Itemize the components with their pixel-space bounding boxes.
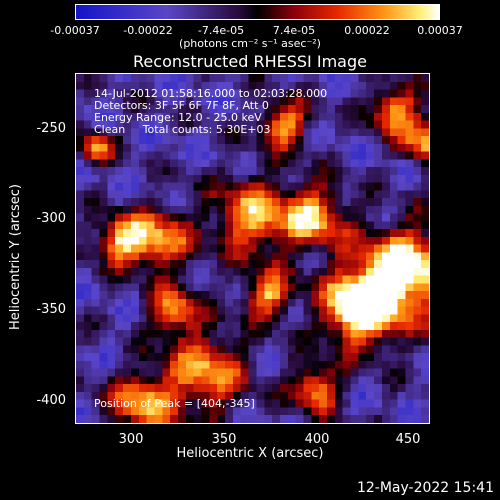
x-tick-label: 400: [304, 432, 330, 447]
colorbar-tick: -7.4e-05: [197, 24, 245, 37]
colorbar-tick: 7.4e-05: [272, 24, 316, 37]
colorbar-tick: 0.00037: [417, 24, 463, 37]
y-tick-label: -300: [36, 211, 66, 226]
colorbar-tick: 0.00022: [344, 24, 390, 37]
colorbar-units: (photons cm⁻² s⁻¹ asec⁻²): [179, 37, 321, 50]
overlay-peak-position: Position of Peak = [404,-345]: [94, 397, 255, 410]
y-tick-label: -350: [36, 302, 66, 317]
footer-timestamp: 12-May-2022 15:41: [356, 480, 494, 496]
heatmap-plot: 14-Jul-2012 01:58:16.000 to 02:03:28.000…: [75, 73, 430, 424]
x-axis-title: Heliocentric X (arcsec): [176, 446, 324, 461]
x-tick-label: 450: [395, 432, 421, 447]
overlay-total-counts: Clean Total counts: 5.30E+03: [94, 123, 271, 136]
x-tick-label: 300: [118, 432, 144, 447]
y-tick-label: -400: [36, 393, 66, 408]
colorbar-tick: -0.00037: [50, 24, 100, 37]
y-tick-label: -250: [36, 121, 66, 136]
overlay-energy-range: Energy Range: 12.0 - 25.0 keV: [94, 111, 262, 124]
overlay-detectors: Detectors: 3F 5F 6F 7F 8F, Att 0: [94, 99, 269, 112]
overlay-time-range: 14-Jul-2012 01:58:16.000 to 02:03:28.000: [94, 87, 328, 100]
x-tick-label: 350: [211, 432, 237, 447]
y-axis-title: Heliocentric Y (arcsec): [8, 184, 23, 330]
heatmap-image: [76, 74, 429, 423]
colorbar: [75, 4, 440, 20]
plot-title: Reconstructed RHESSI Image: [133, 52, 367, 71]
colorbar-tick: -0.00022: [123, 24, 173, 37]
